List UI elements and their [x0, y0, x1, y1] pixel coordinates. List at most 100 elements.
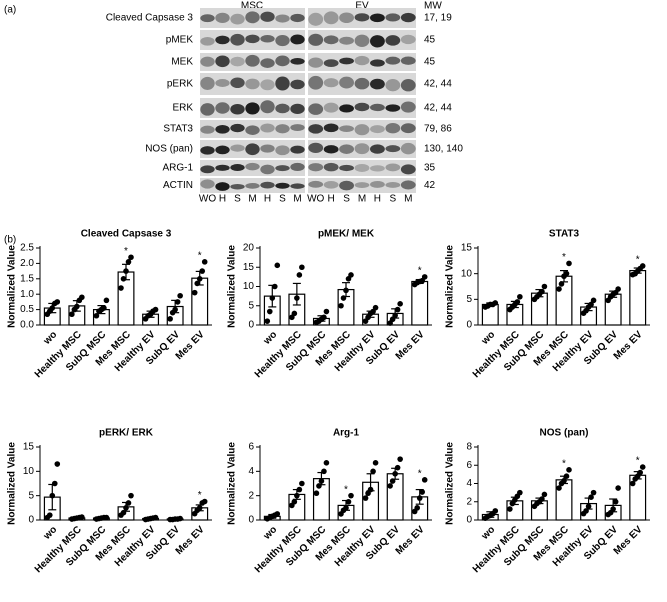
- data-point: [123, 268, 129, 274]
- mw-label: 42, 44: [424, 103, 452, 114]
- data-point: [563, 270, 570, 277]
- y-tick-label: 0: [248, 320, 254, 331]
- data-point: [152, 514, 159, 521]
- data-point: [517, 293, 523, 300]
- y-tick-label: 0.0: [20, 320, 34, 331]
- blot-band: [230, 183, 245, 190]
- blot-band: [354, 182, 370, 188]
- data-point: [389, 478, 396, 484]
- data-point: [394, 306, 401, 313]
- data-point: [201, 498, 208, 505]
- data-point: [370, 468, 376, 475]
- data-point: [629, 480, 636, 487]
- data-point: [392, 312, 398, 319]
- data-point: [387, 483, 393, 489]
- blot-band: [290, 103, 305, 114]
- blot-band: [308, 142, 324, 154]
- lane-label: H: [264, 194, 271, 205]
- data-point: [514, 299, 521, 305]
- y-tick-label: 5: [466, 294, 472, 305]
- blot-band: [230, 164, 245, 172]
- panel-label: (b): [4, 235, 16, 246]
- lane-label: H: [328, 194, 335, 205]
- mw-label: 17, 19: [424, 13, 452, 24]
- blot-band: [385, 182, 401, 188]
- y-tick-label: 6: [248, 442, 254, 453]
- data-point: [194, 280, 201, 287]
- blot-band: [260, 100, 275, 114]
- data-point: [421, 477, 428, 483]
- y-tick-label: 4: [248, 466, 254, 477]
- data-point: [174, 299, 181, 305]
- blot-band: [370, 78, 385, 90]
- lane-label: S: [390, 194, 397, 205]
- blot-band: [260, 79, 275, 91]
- data-point: [120, 509, 127, 516]
- data-point: [152, 306, 159, 313]
- y-tick-label: 10: [243, 281, 255, 292]
- data-point: [392, 470, 398, 477]
- mw-label: 130, 140: [424, 144, 463, 155]
- data-point: [397, 456, 403, 462]
- blot-band: [230, 33, 245, 46]
- blot-band: [215, 12, 230, 23]
- blot-band: [354, 77, 370, 90]
- blot-band: [200, 103, 215, 116]
- lane-label: M: [358, 194, 366, 205]
- blot-band: [290, 13, 305, 23]
- data-point: [492, 300, 499, 306]
- blot-band: [339, 164, 354, 172]
- blot-band: [290, 145, 305, 154]
- data-point: [419, 489, 426, 495]
- row-label: ERK: [172, 103, 193, 114]
- data-point: [199, 268, 206, 274]
- blot-band: [200, 165, 215, 174]
- data-point: [321, 314, 327, 321]
- blot-band: [370, 144, 385, 154]
- significance-mark: *: [198, 490, 202, 501]
- x-tick-label: wo: [261, 329, 279, 347]
- y-tick-label: 10: [461, 268, 473, 279]
- data-point: [416, 495, 423, 501]
- blot-band: [370, 59, 385, 67]
- blot-band: [400, 164, 416, 175]
- blot-band: [245, 143, 260, 156]
- panel-label: (a): [4, 5, 16, 16]
- blot-band: [275, 14, 290, 23]
- lane-label: M: [404, 194, 412, 205]
- blot-band: [339, 36, 354, 45]
- y-tick-label: 15: [461, 243, 473, 254]
- data-point: [271, 283, 278, 290]
- data-point: [46, 512, 53, 518]
- blot-band: [200, 76, 215, 90]
- blot-band: [323, 162, 339, 172]
- blot-band: [245, 54, 260, 67]
- blot-band: [275, 165, 290, 172]
- y-tick-label: 20: [243, 243, 255, 254]
- blot-band: [260, 35, 275, 43]
- significance-mark: *: [562, 458, 566, 469]
- blot-band: [245, 162, 260, 171]
- blot-band: [200, 125, 215, 134]
- blot-band: [385, 79, 401, 92]
- data-point: [348, 492, 354, 499]
- lane-label: S: [234, 194, 241, 205]
- data-point: [93, 312, 100, 319]
- blot-band: [260, 181, 275, 189]
- blot-band: [354, 124, 370, 136]
- blot-band: [200, 56, 215, 67]
- mw-label: 42: [424, 180, 436, 191]
- data-point: [323, 460, 330, 466]
- blot-band: [339, 144, 354, 154]
- data-point: [590, 489, 597, 496]
- blot-band: [275, 124, 290, 134]
- blot-band: [400, 101, 416, 113]
- blot-band: [323, 102, 339, 113]
- y-tick-label: 0: [466, 515, 472, 526]
- x-tick-label: wo: [479, 329, 497, 347]
- data-point: [79, 514, 85, 520]
- data-point: [558, 281, 565, 287]
- row-label: MEK: [171, 57, 193, 68]
- data-point: [54, 461, 61, 467]
- data-point: [583, 508, 589, 514]
